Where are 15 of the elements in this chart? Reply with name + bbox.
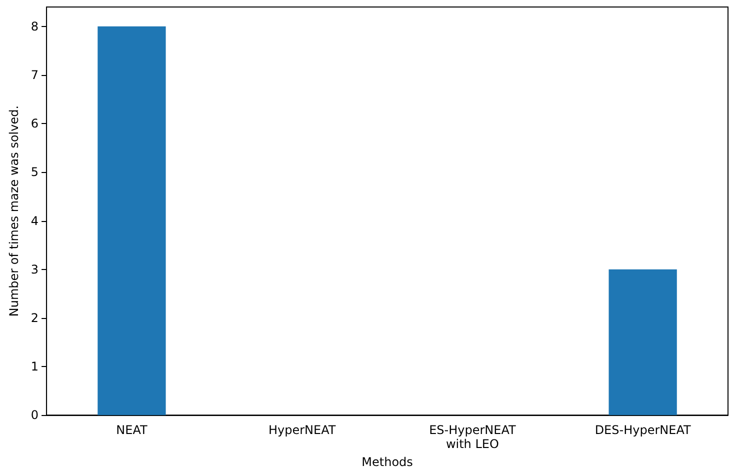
x-axis-title: Methods [362, 455, 413, 469]
y-tick-label: 7 [30, 68, 39, 82]
y-tick-label: 8 [30, 19, 39, 34]
x-tick-label: ES-HyperNEAT with LEO [429, 423, 516, 452]
x-tick-label: HyperNEAT [268, 423, 336, 438]
y-tick-label: 2 [30, 310, 39, 325]
y-tick-label: 6 [30, 116, 39, 131]
y-tick-label: 5 [30, 165, 39, 180]
x-tick-label: NEAT [116, 423, 148, 438]
y-axis-title: Number of times maze was solved. [7, 105, 21, 317]
x-tick-label: DES-HyperNEAT [594, 423, 692, 438]
y-tick-label: 0 [30, 408, 39, 422]
y-tick-label: 1 [30, 360, 39, 374]
y-tick-label: 4 [30, 214, 39, 228]
y-tick-label: 3 [30, 262, 39, 276]
